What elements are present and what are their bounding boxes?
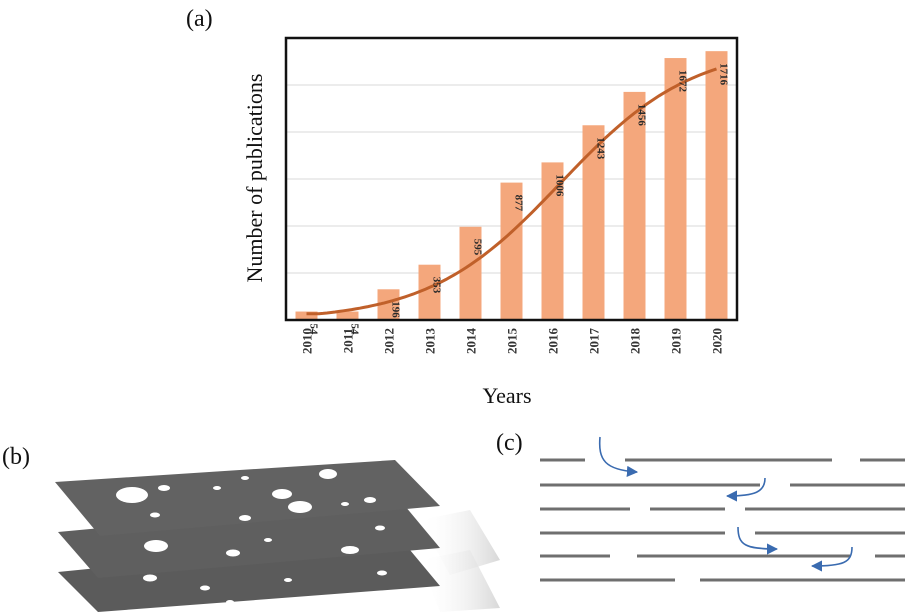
data-labels: 54 54 196 353 595 877 1006 1243 1456 1672 1716 <box>308 63 730 335</box>
flow-arrow-icon <box>725 477 766 502</box>
porous-sheets-illustration <box>55 460 500 612</box>
x-axis-title: Years <box>482 383 531 408</box>
layer-lines <box>540 458 905 582</box>
bar-2010 <box>295 311 318 320</box>
y-axis-title: Number of publications <box>242 74 267 283</box>
data-label-2015: 877 <box>513 195 525 212</box>
bar-2020 <box>705 51 728 320</box>
pores-bottom <box>143 570 387 604</box>
sheet-top <box>55 460 440 536</box>
bar-2019 <box>664 58 687 320</box>
sheet-middle <box>58 500 440 578</box>
bars <box>295 51 728 320</box>
plot-frame <box>284 36 739 322</box>
bar-2018 <box>623 91 646 320</box>
x-tick-2012: 2012 <box>382 328 397 354</box>
sheet-shadow <box>420 510 500 575</box>
x-tick-2014: 2014 <box>464 328 479 355</box>
x-tick-labels: 2010 2011 2012 2013 2014 2015 2016 2017 2018 2019… <box>300 328 725 355</box>
flow-arrow-icon <box>737 526 779 555</box>
x-tick-2018: 2018 <box>628 328 643 355</box>
x-tick-2013: 2013 <box>423 328 438 355</box>
trend-line <box>306 67 717 316</box>
data-label-2012: 196 <box>390 301 402 318</box>
data-label-2014: 595 <box>472 239 484 256</box>
data-label-2011: 54 <box>349 324 361 336</box>
data-label-2018: 1456 <box>636 104 648 127</box>
pores-middle <box>144 525 385 557</box>
x-tick-2020: 2020 <box>710 328 725 354</box>
data-label-2013: 353 <box>431 277 443 294</box>
x-tick-2017: 2017 <box>587 328 602 355</box>
flow-arrow-icon <box>598 436 639 477</box>
x-tick-2010: 2010 <box>300 328 315 354</box>
panel-label-a: (a) <box>186 6 213 32</box>
x-tick-2011: 2011 <box>341 328 356 353</box>
sheet-bottom <box>58 538 440 612</box>
flow-arrow-icon <box>810 546 853 572</box>
data-label-2016: 1006 <box>554 174 566 197</box>
bar-2013 <box>418 264 441 320</box>
x-tick-2019: 2019 <box>669 328 684 355</box>
sheet-shadow <box>420 550 500 612</box>
bar-2017 <box>582 125 605 320</box>
flow-arrows <box>598 436 853 572</box>
bar-2016 <box>541 162 564 320</box>
data-label-2010: 54 <box>308 324 320 336</box>
panel-label-b: (b) <box>2 444 30 470</box>
panel-label-c: (c) <box>496 430 523 456</box>
x-tick-2015: 2015 <box>505 328 520 355</box>
bar-2014 <box>459 226 482 320</box>
x-tick-2016: 2016 <box>546 328 561 355</box>
data-label-2019: 1672 <box>677 70 689 93</box>
grid-lines <box>286 84 737 274</box>
bar-2011 <box>336 311 359 320</box>
data-label-2017: 1243 <box>595 137 607 160</box>
pores-top <box>116 469 376 521</box>
bar-2015 <box>500 182 523 320</box>
bar-chart: 54 54 196 353 595 877 1006 1243 1456 1672 1716 201… <box>242 36 739 408</box>
bar-2012 <box>377 289 400 320</box>
data-label-2020: 1716 <box>718 63 730 86</box>
